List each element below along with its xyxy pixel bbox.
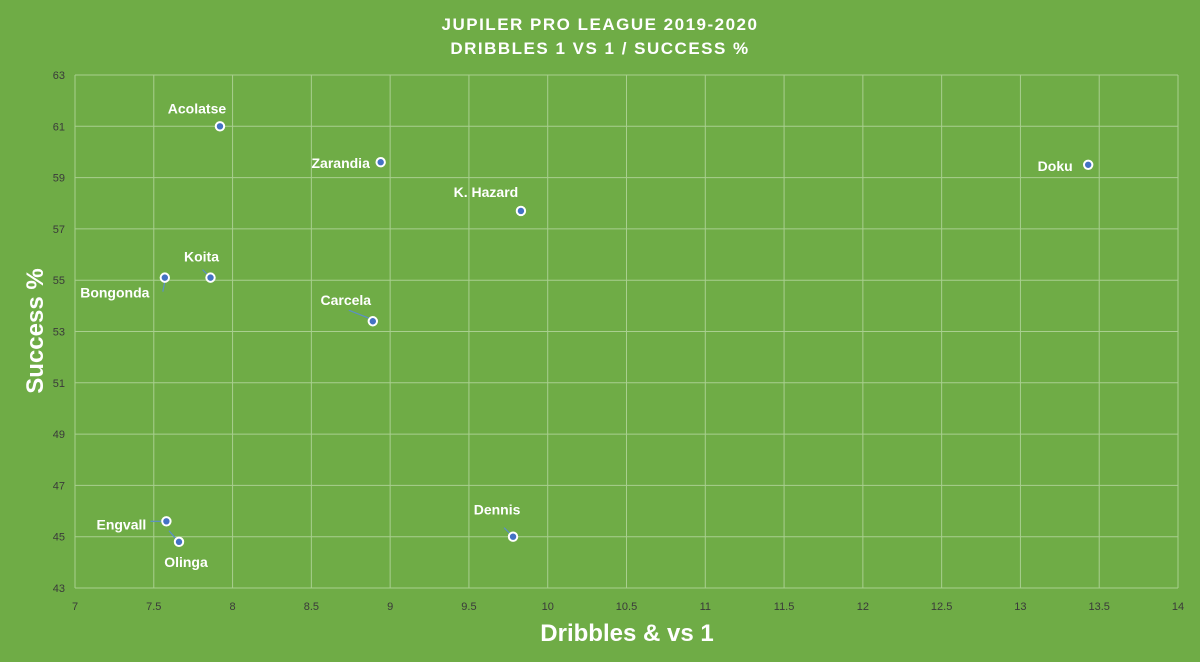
- point-bongonda: [159, 272, 171, 283]
- chart-title: JUPILER PRO LEAGUE 2019-2020: [442, 15, 759, 34]
- leader-line-bongonda: [162, 281, 166, 292]
- point-koita: [205, 272, 216, 283]
- x-tick-label: 9: [387, 601, 393, 613]
- y-tick-label: 61: [53, 121, 65, 133]
- y-tick-label: 49: [53, 429, 65, 441]
- point-zarandia: [375, 157, 386, 168]
- y-axis-label: Success %: [22, 268, 49, 393]
- x-axis-label: Dribbles & vs 1: [540, 620, 713, 647]
- y-tick-label: 53: [53, 327, 65, 339]
- x-tick-label: 8: [230, 601, 236, 613]
- chart-subtitle: DRIBBLES 1 VS 1 / SUCCESS %: [450, 39, 749, 58]
- leader-line-carcela: [348, 309, 370, 319]
- x-tick-label: 11: [700, 601, 711, 613]
- x-tick-label: 12: [857, 601, 869, 613]
- y-tick-label: 63: [53, 70, 65, 82]
- y-tick-label: 51: [53, 378, 65, 390]
- x-tick-label: 14: [1172, 601, 1184, 613]
- point-doku: [1082, 159, 1094, 170]
- y-tick-label: 55: [53, 275, 65, 287]
- data-label-doku: Doku: [1038, 158, 1073, 174]
- y-tick-label: 45: [53, 532, 65, 544]
- x-tick-label: 13: [1014, 601, 1026, 613]
- gridlines: [74, 74, 1179, 589]
- leader-lines: [150, 269, 511, 540]
- point-olinga: [173, 536, 185, 548]
- x-tick-label: 10: [542, 601, 554, 613]
- x-tick-label: 12.5: [931, 601, 952, 613]
- x-tick-label: 8.5: [304, 601, 319, 613]
- y-tick-label: 47: [53, 480, 65, 492]
- leader-line-olinga: [168, 530, 177, 540]
- data-label-olinga: Olinga: [164, 554, 208, 570]
- y-tick-label: 57: [53, 224, 65, 236]
- data-label-bongonda: Bongonda: [80, 285, 149, 301]
- data-label-engvall: Engvall: [96, 516, 146, 532]
- x-tick-label: 11.5: [774, 601, 795, 613]
- data-labels: Acolatse Zarandia K. Hazard Doku Koita Bongon…: [80, 100, 1072, 570]
- x-tick-label: 13.5: [1089, 601, 1110, 613]
- point-carcela: [367, 316, 379, 327]
- data-label-zarandia: Zarandia: [312, 155, 371, 171]
- data-label-carcela: Carcela: [321, 292, 372, 308]
- point-dennis: [507, 531, 519, 542]
- data-label-k-hazard: K. Hazard: [454, 184, 519, 200]
- leader-line-dennis: [503, 527, 511, 535]
- data-label-koita: Koita: [184, 249, 219, 265]
- point-k-hazard: [515, 205, 527, 217]
- x-tick-label: 7: [72, 601, 78, 613]
- x-tick-label: 9.5: [461, 601, 476, 613]
- y-tick-label: 59: [53, 173, 65, 185]
- y-tick-label: 43: [53, 583, 65, 595]
- tick-labels: 7 7.5 8 8.5 9 9.5 10 10.5 11 11.5 12 12.5 13 13.5 14 43…: [53, 70, 1184, 613]
- data-label-acolatse: Acolatse: [168, 100, 227, 116]
- x-tick-label: 7.5: [146, 601, 161, 613]
- data-points: [159, 121, 1094, 548]
- leader-line-koita: [202, 269, 208, 276]
- x-tick-label: 10.5: [616, 601, 637, 613]
- point-engvall: [161, 516, 172, 527]
- point-acolatse: [214, 121, 226, 132]
- data-label-dennis: Dennis: [474, 502, 521, 518]
